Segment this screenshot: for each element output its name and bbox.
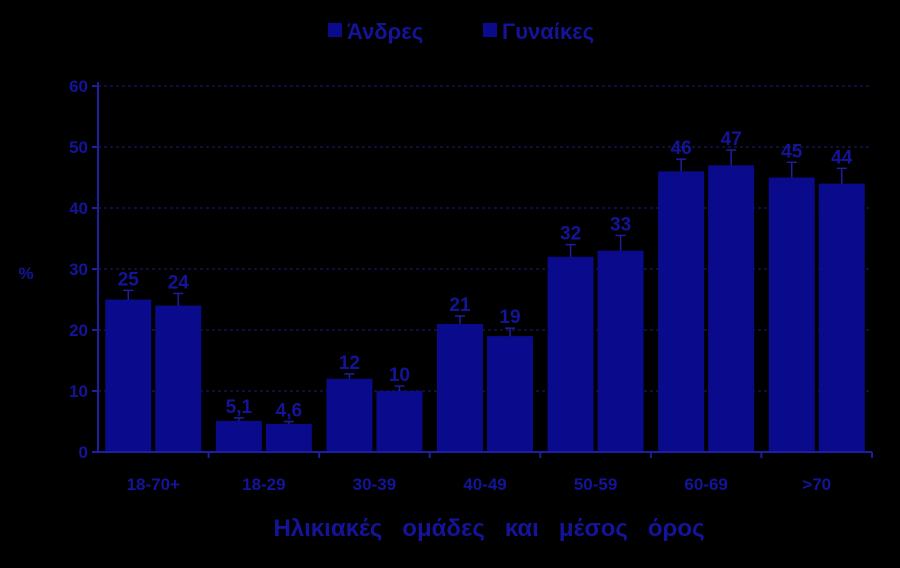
x-tick-label: 18-29 bbox=[242, 475, 285, 494]
bar-women bbox=[155, 305, 202, 452]
bar-women bbox=[708, 165, 755, 453]
data-label: 46 bbox=[671, 138, 692, 159]
bar-men bbox=[658, 171, 705, 452]
y-tick-label: 40 bbox=[69, 199, 88, 218]
data-label: 33 bbox=[610, 214, 631, 235]
bar-men bbox=[768, 177, 815, 452]
bar-men bbox=[215, 420, 262, 452]
bar-men bbox=[547, 256, 594, 452]
x-tick-label: 18-70+ bbox=[127, 475, 180, 494]
legend-swatch-men bbox=[328, 23, 342, 37]
bar-women bbox=[265, 423, 312, 452]
data-label: 44 bbox=[831, 147, 853, 168]
bar-women bbox=[487, 336, 533, 452]
y-tick-label: 50 bbox=[69, 138, 88, 157]
y-tick-label: 60 bbox=[69, 77, 88, 96]
x-tick-label: 60-69 bbox=[684, 475, 727, 494]
x-tick-label: 30-39 bbox=[353, 475, 396, 494]
y-tick-label: 20 bbox=[69, 321, 88, 340]
x-tick-label: 50-59 bbox=[574, 475, 617, 494]
data-labels: 25 24 5,1 4,6 12 10 21 19 32 33 46 47 45 44 bbox=[118, 129, 853, 421]
data-label: 4,6 bbox=[276, 401, 302, 422]
y-tick-label: 0 bbox=[79, 443, 88, 462]
y-tick-label: 10 bbox=[69, 382, 88, 401]
bar-men bbox=[437, 323, 483, 452]
bar-men bbox=[105, 299, 152, 452]
bar-women bbox=[597, 250, 644, 452]
data-label: 24 bbox=[168, 272, 190, 293]
data-label: 12 bbox=[339, 353, 360, 374]
bar-women bbox=[818, 183, 865, 452]
data-label: 19 bbox=[499, 307, 520, 328]
data-label: 5,1 bbox=[226, 397, 253, 418]
legend: Άνδρες Γυναίκες bbox=[328, 19, 594, 44]
tick-labels: 0 10 20 30 40 50 60 18-70+ 18-29 30-39 40-49 50-59 6… bbox=[69, 77, 831, 494]
axes bbox=[92, 82, 873, 458]
bar-women bbox=[376, 391, 423, 452]
data-label: 21 bbox=[449, 295, 471, 316]
y-axis-label: % bbox=[18, 264, 33, 283]
legend-label-women: Γυναίκες bbox=[502, 19, 594, 44]
x-tick-label: >70 bbox=[802, 475, 831, 494]
gridlines bbox=[98, 85, 872, 392]
legend-swatch-women bbox=[483, 23, 497, 37]
error-bars bbox=[123, 149, 847, 424]
data-label: 32 bbox=[560, 224, 581, 245]
data-label: 25 bbox=[118, 269, 140, 290]
data-label: 10 bbox=[389, 365, 410, 386]
x-tick-label: 40-49 bbox=[463, 475, 506, 494]
y-tick-label: 30 bbox=[69, 260, 88, 279]
bar-men bbox=[326, 378, 373, 452]
bars bbox=[105, 165, 865, 453]
data-label: 47 bbox=[721, 129, 742, 150]
data-label: 45 bbox=[781, 141, 803, 162]
x-axis-label: Ηλικιακές ομάδες και μέσος όρος bbox=[273, 515, 704, 542]
legend-label-men: Άνδρες bbox=[347, 19, 423, 44]
